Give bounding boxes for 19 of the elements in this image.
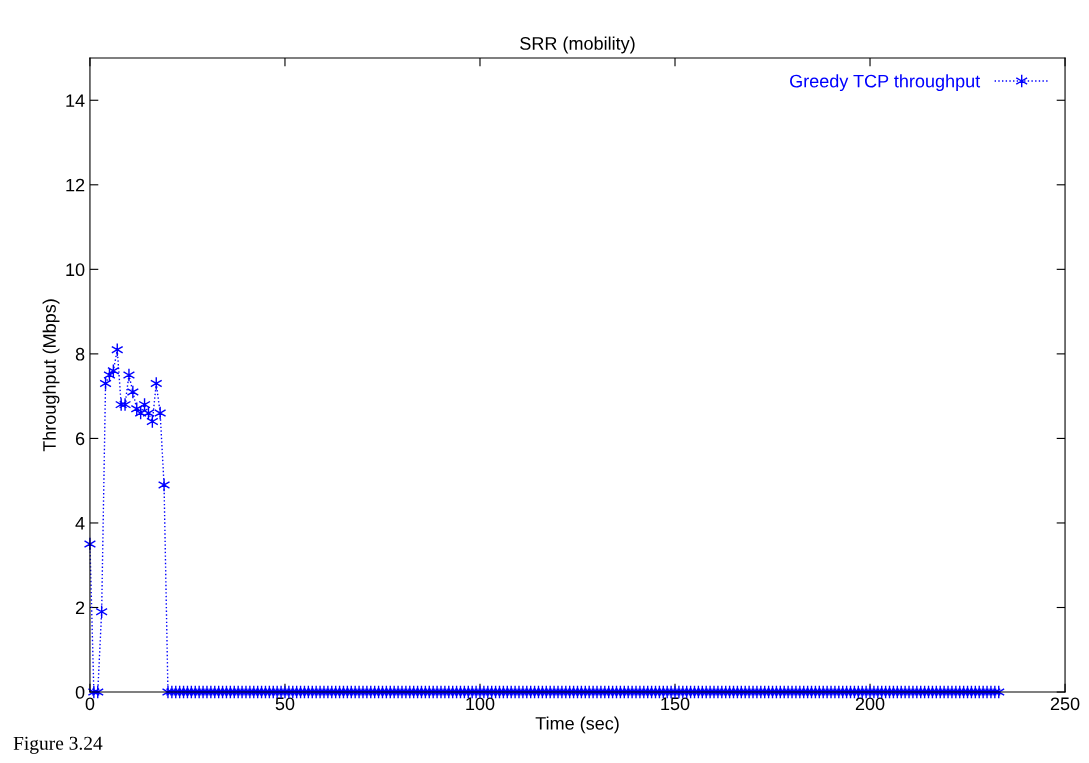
x-tick-label: 150 bbox=[661, 697, 690, 711]
x-tick-label: 250 bbox=[1050, 697, 1080, 711]
x-axis-title: Time (sec) bbox=[535, 716, 619, 734]
y-tick-label: 8 bbox=[75, 347, 85, 361]
x-tick-label: 100 bbox=[466, 697, 495, 711]
chart-title: SRR (mobility) bbox=[520, 36, 635, 54]
legend-label: Greedy TCP throughput bbox=[790, 74, 981, 92]
y-tick-label: 12 bbox=[66, 178, 85, 192]
y-tick-label: 0 bbox=[75, 685, 85, 699]
x-tick-label: 50 bbox=[275, 697, 295, 711]
y-axis-title: Throughput (Mbps) bbox=[42, 299, 60, 452]
y-tick-label: 6 bbox=[75, 432, 85, 446]
y-tick-label: 14 bbox=[66, 94, 85, 107]
y-tick-label: 2 bbox=[75, 601, 85, 615]
caption: Figure 3.24 bbox=[13, 736, 103, 754]
x-tick-label: 200 bbox=[855, 697, 885, 711]
y-tick-label: 10 bbox=[66, 263, 85, 277]
y-tick-label: 4 bbox=[75, 517, 85, 530]
x-tick-label: 0 bbox=[85, 697, 95, 711]
